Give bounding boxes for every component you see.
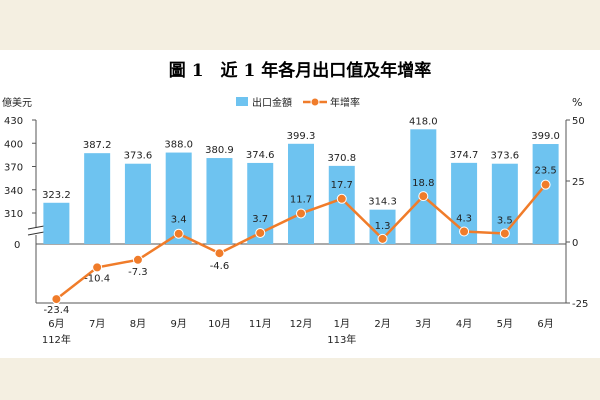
- line-data-label: 3.5: [497, 215, 513, 226]
- x-category-label: 1月: [334, 318, 350, 330]
- bar-data-label: 373.6: [491, 151, 520, 162]
- line-data-label: 4.3: [456, 214, 472, 225]
- growth-rate-point: [336, 193, 347, 204]
- x-year-label: 113年: [327, 333, 356, 346]
- bar-data-label: 323.2: [42, 190, 71, 201]
- left-tick-label: 400: [4, 139, 23, 150]
- left-axis-unit: 億美元: [2, 96, 32, 109]
- left-tick-label: 340: [4, 186, 23, 197]
- growth-rate-point: [173, 228, 184, 239]
- legend-line-marker: [310, 97, 320, 107]
- bar-export-value: [288, 143, 314, 244]
- bar-data-label: 399.0: [531, 131, 560, 142]
- bar-export-value: [206, 158, 233, 244]
- left-tick-label: 370: [4, 163, 23, 174]
- x-category-label: 9月: [171, 318, 187, 330]
- line-data-label: 1.3: [375, 221, 391, 232]
- bar-data-label: 373.6: [124, 151, 153, 162]
- x-category-label: 6月: [537, 318, 553, 330]
- x-category-label: 4月: [456, 318, 472, 330]
- line-data-label: -23.4: [43, 305, 69, 316]
- bar-data-label: 374.7: [450, 150, 479, 161]
- right-tick-label: 25: [572, 177, 585, 188]
- bar-data-label: 399.3: [287, 131, 316, 142]
- growth-rate-point: [540, 179, 551, 190]
- bar-data-label: 370.8: [327, 153, 356, 164]
- line-data-label: 11.7: [290, 194, 312, 205]
- x-category-label: 3月: [415, 318, 431, 330]
- line-data-label: 23.5: [534, 166, 556, 177]
- bar-data-label: 380.9: [205, 145, 234, 156]
- growth-rate-point: [459, 226, 470, 237]
- bar-export-value: [410, 129, 437, 244]
- x-category-label: 5月: [497, 318, 513, 330]
- bar-data-label: 387.2: [83, 140, 112, 151]
- right-axis-unit: %: [572, 96, 582, 109]
- growth-rate-point: [92, 262, 103, 273]
- line-data-label: -4.6: [210, 261, 230, 272]
- growth-rate-point: [499, 228, 510, 239]
- legend-line-label: 年增率: [330, 96, 360, 109]
- left-tick-label: 430: [4, 116, 23, 127]
- legend-bar-label: 出口金額: [252, 96, 292, 109]
- line-data-label: -7.3: [128, 267, 148, 278]
- left-tick-label: 310: [4, 209, 23, 220]
- bar-data-label: 418.0: [409, 116, 438, 127]
- x-category-label: 11月: [249, 318, 272, 330]
- bar-data-label: 314.3: [368, 197, 397, 208]
- axis-break-mark: [27, 225, 45, 230]
- left-tick-label: 0: [14, 240, 20, 251]
- bar-export-value: [124, 163, 151, 244]
- x-category-label: 6月: [48, 318, 64, 330]
- line-data-label: 3.4: [171, 215, 187, 226]
- bar-export-value: [43, 202, 70, 244]
- legend-bar-swatch: [236, 97, 248, 106]
- line-data-label: 3.7: [252, 214, 268, 225]
- bar-data-label: 374.6: [246, 150, 275, 161]
- line-data-label: 18.8: [412, 178, 434, 189]
- x-year-label: 112年: [42, 333, 71, 346]
- x-category-label: 12月: [290, 318, 313, 330]
- axis-break-mark: [27, 231, 45, 236]
- growth-rate-point: [255, 227, 266, 238]
- bar-data-label: 388.0: [164, 140, 193, 151]
- x-category-label: 10月: [208, 318, 231, 330]
- bar-export-value: [328, 165, 355, 244]
- line-data-label: 17.7: [331, 180, 353, 191]
- bar-export-value: [84, 153, 111, 244]
- growth-rate-point: [51, 294, 62, 305]
- growth-rate-point: [132, 254, 143, 265]
- right-tick-label: 50: [572, 116, 585, 127]
- growth-rate-point: [214, 248, 225, 259]
- growth-rate-point: [418, 191, 429, 202]
- chart-title: 圖 1 近 1 年各月出口值及年增率: [168, 61, 432, 81]
- x-category-label: 7月: [89, 318, 105, 330]
- right-tick-label: -25: [572, 299, 588, 310]
- line-data-label: -10.4: [84, 273, 110, 284]
- right-tick-label: 0: [572, 238, 578, 249]
- x-category-label: 8月: [130, 318, 146, 330]
- x-category-label: 2月: [374, 318, 390, 330]
- growth-rate-point: [296, 208, 306, 219]
- axis-break-gap: [28, 228, 44, 235]
- growth-rate-point: [377, 233, 388, 244]
